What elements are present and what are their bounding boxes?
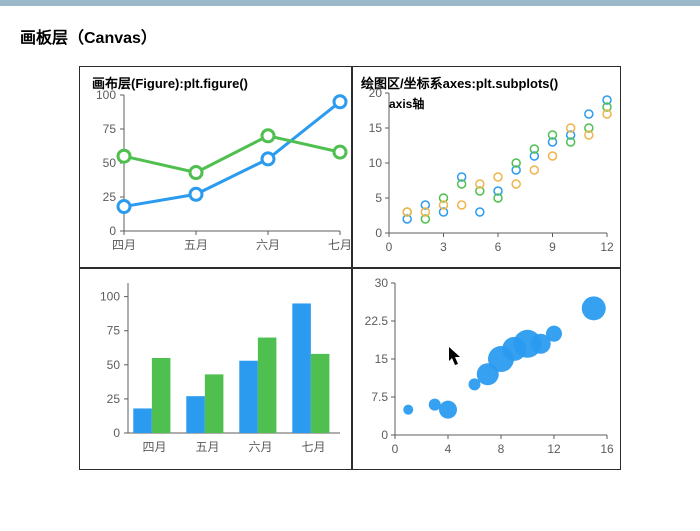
svg-text:4: 4 bbox=[445, 442, 452, 456]
svg-text:七月: 七月 bbox=[328, 238, 351, 252]
quadrant-4-bubble-chart: 0 7.5 15 22.5 30 0 4 8 12 16 bbox=[353, 269, 622, 469]
svg-text:8: 8 bbox=[498, 442, 505, 456]
svg-text:75: 75 bbox=[107, 324, 121, 338]
svg-text:30: 30 bbox=[375, 276, 389, 290]
svg-text:10: 10 bbox=[369, 156, 383, 170]
page-title: 画板层（Canvas） bbox=[20, 24, 680, 48]
quadrant-1-line-chart: 画布层(Figure):plt.figure() 0255075100四月五月六… bbox=[80, 67, 351, 267]
svg-text:六月: 六月 bbox=[248, 440, 272, 454]
svg-text:16: 16 bbox=[600, 442, 614, 456]
svg-text:5: 5 bbox=[375, 191, 382, 205]
quadrant-3-bar-chart: 0 25 50 75 100 四月 五月 六月 七月 bbox=[80, 269, 351, 469]
q1-title: 画布层(Figure):plt.figure() bbox=[92, 73, 248, 92]
svg-text:六月: 六月 bbox=[256, 238, 280, 252]
svg-text:6: 6 bbox=[495, 240, 502, 254]
svg-text:四月: 四月 bbox=[142, 440, 166, 454]
svg-text:0: 0 bbox=[375, 226, 382, 240]
svg-text:25: 25 bbox=[107, 392, 121, 406]
bar-chart-svg: 0 25 50 75 100 四月 五月 六月 七月 bbox=[80, 269, 351, 469]
svg-text:3: 3 bbox=[440, 240, 447, 254]
svg-text:12: 12 bbox=[547, 442, 561, 456]
svg-text:0: 0 bbox=[392, 442, 399, 456]
line-chart-svg: 0255075100四月五月六月七月 bbox=[80, 67, 351, 267]
svg-text:七月: 七月 bbox=[301, 440, 325, 454]
svg-text:12: 12 bbox=[600, 240, 614, 254]
q2-axis-annotation: axis轴 bbox=[389, 95, 424, 112]
svg-text:0: 0 bbox=[381, 428, 388, 442]
q2-title: 绘图区/坐标系axes:plt.subplots() bbox=[361, 73, 558, 92]
quadrant-2-scatter-chart: 绘图区/坐标系axes:plt.subplots() axis轴 0510152… bbox=[353, 67, 622, 267]
svg-text:15: 15 bbox=[375, 352, 389, 366]
svg-text:100: 100 bbox=[100, 290, 120, 304]
svg-text:四月: 四月 bbox=[112, 238, 136, 252]
svg-text:75: 75 bbox=[103, 122, 117, 136]
svg-text:15: 15 bbox=[369, 121, 383, 135]
svg-text:9: 9 bbox=[549, 240, 556, 254]
svg-text:22.5: 22.5 bbox=[365, 314, 389, 328]
svg-text:五月: 五月 bbox=[195, 440, 219, 454]
svg-text:25: 25 bbox=[103, 190, 117, 204]
bubble-chart-svg: 0 7.5 15 22.5 30 0 4 8 12 16 bbox=[353, 269, 622, 469]
svg-text:0: 0 bbox=[109, 224, 116, 238]
svg-text:五月: 五月 bbox=[184, 238, 208, 252]
canvas-panel: 画布层(Figure):plt.figure() 0255075100四月五月六… bbox=[79, 66, 621, 470]
svg-text:0: 0 bbox=[113, 426, 120, 440]
svg-text:50: 50 bbox=[107, 358, 121, 372]
svg-text:0: 0 bbox=[386, 240, 393, 254]
svg-text:50: 50 bbox=[103, 156, 117, 170]
page: 画板层（Canvas） 画布层(Figure):plt.figure() 0 25… bbox=[0, 6, 700, 470]
svg-text:7.5: 7.5 bbox=[371, 390, 388, 404]
